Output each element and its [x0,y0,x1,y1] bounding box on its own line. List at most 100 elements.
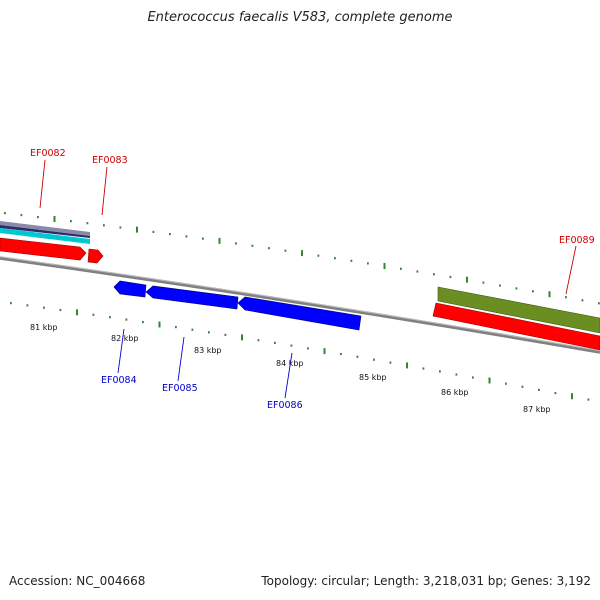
minor-tick [587,398,590,401]
minor-tick [37,216,39,219]
major-tick [571,393,573,400]
major-tick [466,276,468,283]
major-tick [406,362,408,369]
major-tick [301,250,303,257]
genome-backbone [0,256,600,354]
major-tick [241,334,243,341]
major-tick [158,321,161,328]
major-tick [383,263,386,269]
minor-tick [499,284,501,287]
minor-tick [202,237,204,240]
minor-tick [119,226,122,229]
label-leaders [39,159,577,399]
minor-tick [472,376,474,379]
leader-ef0085 [177,336,185,382]
leader-ef0084 [117,328,125,374]
gene-ef0086[interactable] [237,296,362,331]
accession-text: Accession: NC_004668 [9,574,146,588]
minor-tick [400,267,402,270]
minor-tick [59,308,62,312]
genome-backbone-highlight [0,256,600,352]
minor-tick [268,247,270,250]
minor-tick [125,318,128,321]
minor-tick [598,302,600,305]
minor-tick [334,257,336,260]
minor-tick [439,370,441,373]
leader-ef0083 [101,166,108,216]
minor-tick [538,388,540,391]
minor-tick [521,385,524,388]
gene-ef0083[interactable] [87,248,104,264]
label-ef0084: EF0084 [101,375,137,386]
minor-tick [554,392,557,395]
navy-track [0,225,90,238]
label-ef0089: EF0089 [559,235,595,246]
gene-ef0085[interactable] [145,285,239,310]
minor-tick [416,270,419,273]
minor-tick [224,333,227,336]
label-ef0085: EF0085 [162,383,198,394]
minor-tick [26,304,29,307]
major-tick [548,291,551,298]
minor-tick [515,287,518,290]
label-ef0086: EF0086 [267,400,303,411]
minor-tick [290,344,293,347]
minor-tick [257,339,260,342]
gene-ef0089[interactable] [432,302,600,351]
minor-tick [433,273,435,276]
genome-summary-text: Topology: circular; Length: 3,218,031 bp… [261,574,591,588]
minor-tick [251,244,254,247]
minor-tick [455,373,458,376]
minor-tick [103,224,105,227]
gene-ef0084[interactable] [113,280,147,298]
minor-tick [208,331,210,334]
ruler-label-82: 82 kbp [111,334,139,343]
minor-tick [274,341,276,344]
minor-tick [532,290,534,293]
minor-tick [356,355,359,358]
minor-tick [389,361,392,364]
minor-tick [581,299,584,302]
map-title: Enterococcus faecalis V583, complete gen… [147,10,453,25]
minor-tick [340,352,342,356]
minor-tick [185,235,188,238]
minor-tick [109,316,111,319]
gene-ef0082[interactable] [0,237,87,261]
minor-tick [70,220,72,223]
minor-tick [317,254,320,257]
minor-tick [422,367,425,370]
minor-tick [235,242,237,245]
minor-tick [449,275,452,279]
minor-tick [43,306,45,309]
minor-tick [142,321,144,324]
major-tick [76,309,78,316]
minor-tick [10,302,12,305]
label-ef0083: EF0083 [92,155,128,166]
minor-tick [191,328,194,331]
cyan-track [0,228,90,244]
major-tick [218,237,221,244]
feature-tracks-left [0,221,90,244]
leader-ef0086 [284,352,293,399]
ruler-ticks-lower [10,302,590,401]
minor-tick [4,212,6,215]
minor-tick [20,214,23,217]
label-ef0082: EF0082 [30,148,66,159]
minor-tick [505,382,507,385]
ruler-label-85: 85 kbp [359,373,387,382]
minor-tick [92,313,95,316]
minor-tick [86,222,89,225]
minor-tick [152,230,155,233]
minor-tick [169,233,171,236]
olive-track [437,286,600,334]
minor-tick [175,326,177,329]
minor-tick [367,262,369,265]
ruler-label-81: 81 kbp [30,323,58,332]
major-tick [323,348,326,355]
leader-ef0082 [39,159,46,209]
major-tick [488,377,491,384]
minor-tick [284,249,287,252]
leader-ef0089 [565,245,577,295]
minor-tick [482,281,485,284]
